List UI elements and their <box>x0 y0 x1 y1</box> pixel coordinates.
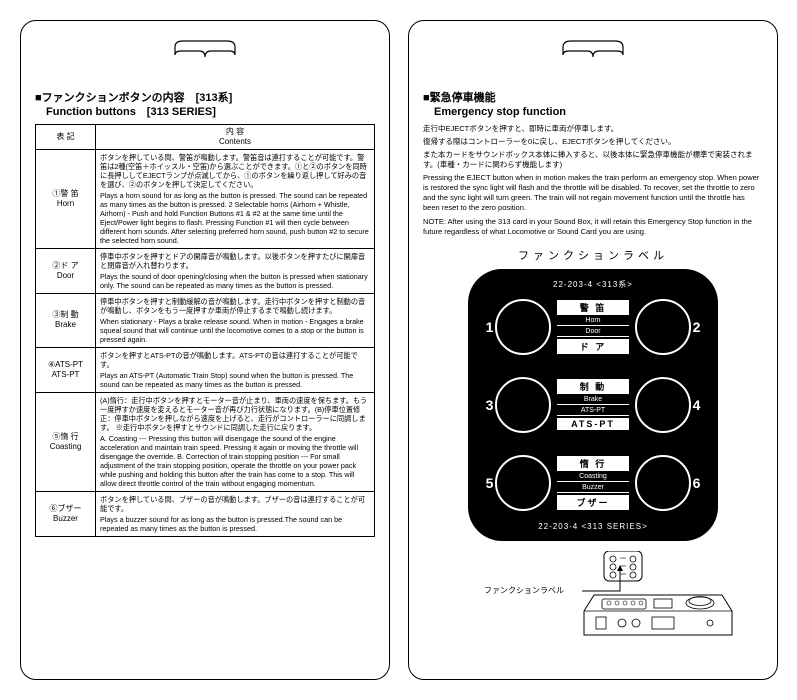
row-desc: ボタンを押すとATS-PTの音が鳴動します。ATS-PTの音は連打することが可能… <box>96 347 375 392</box>
label-sub: Coasting <box>557 473 629 482</box>
table-row: ②ド アDoor停車中ボタンを押すとドアの開扉音が鳴動します。以後ボタンを押すた… <box>36 248 375 293</box>
table-row: ④ATS-PTATS-PTボタンを押すとATS-PTの音が鳴動します。ATS-P… <box>36 347 375 392</box>
es-jp2: 復帰する際はコントローラーを0に戻し、EJECTボタンを押してください。 <box>423 137 763 147</box>
function-label-sticker: 22-203-4 <313系> 1 警 笛 Horn Door ド ア 2 3 制 動 Brak… <box>468 269 718 541</box>
row-label: ②ド アDoor <box>36 248 96 293</box>
row-label: ⑥ブザーBuzzer <box>36 491 96 536</box>
row-desc: 停車中ボタンを押すとドアの開扉音が鳴動します。以後ボタンを押すたびに開扉音と閉扉… <box>96 248 375 293</box>
row-desc: (A)惰行：走行中ボタンを押すとモーター音が止まり、車両の速度を保ちます。もう一… <box>96 392 375 491</box>
left-content: ■ファンクションボタンの内容 [313系] Function buttons [… <box>35 91 375 667</box>
es-title: ■緊急停車機能 Emergency stop function <box>423 91 763 120</box>
label-main: ド ア <box>557 339 629 354</box>
label-caption: ファンクションラベル <box>423 247 763 263</box>
label-top-text: 22-203-4 <313系> <box>468 279 718 290</box>
left-title: ■ファンクションボタンの内容 [313系] Function buttons [… <box>35 91 375 120</box>
row-desc: ボタンを押している間、ブザーの音が鳴動します。ブザーの音は連打することが可能です… <box>96 491 375 536</box>
label-main: ブザー <box>557 495 629 510</box>
left-title-jp: ■ファンクションボタンの内容 [313系] <box>35 91 375 105</box>
table-row: ③制 動Brake停車中ボタンを押すと制動緩解の音が鳴動します。走行中ボタンを押… <box>36 293 375 347</box>
row-label: ③制 動Brake <box>36 293 96 347</box>
controller-diagram: ファンクションラベル <box>423 551 763 641</box>
left-title-en: Function buttons [313 SERIES] <box>35 105 375 119</box>
th-content: 内 容 Contents <box>96 124 375 149</box>
th-label: 表 記 <box>36 124 96 149</box>
label-main: ATS-PT <box>557 418 629 430</box>
label-num-left: 3 <box>484 397 495 413</box>
controller-illustration <box>582 551 702 641</box>
es-text: 走行中EJECTボタンを押すと、即時に車両が停車します。 復帰する際はコントロー… <box>423 124 763 237</box>
row-label: ①警 笛Horn <box>36 149 96 248</box>
label-sub: Buzzer <box>557 484 629 493</box>
row-label: ⑤惰 行Coasting <box>36 392 96 491</box>
row-label: ④ATS-PTATS-PT <box>36 347 96 392</box>
label-num-right: 2 <box>691 319 702 335</box>
table-row: ①警 笛Hornボタンを押している間、警笛が鳴動します。警笛音は連打することが可… <box>36 149 375 248</box>
es-jp3: また本カードをサウンドボックス本体に挿入すると、以後本体に緊急停車機能が標準で実… <box>423 150 763 170</box>
label-mid: 惰 行 Coasting Buzzer ブザー <box>557 456 629 510</box>
label-sub: Door <box>557 328 629 337</box>
es-en1: Pressing the EJECT button when in motion… <box>423 173 763 214</box>
es-title-jp: ■緊急停車機能 <box>423 91 763 105</box>
label-row: 3 制 動 Brake ATS-PT ATS-PT 4 <box>484 377 702 433</box>
left-panel: ■ファンクションボタンの内容 [313系] Function buttons [… <box>20 20 390 680</box>
es-jp1: 走行中EJECTボタンを押すと、即時に車両が停車します。 <box>423 124 763 134</box>
hanger-hole-icon <box>155 33 255 67</box>
label-row: 1 警 笛 Horn Door ド ア 2 <box>484 299 702 355</box>
row-desc: 停車中ボタンを押すと制動緩解の音が鳴動します。走行中ボタンを押すと制動の音が鳴動… <box>96 293 375 347</box>
label-circle <box>495 299 551 355</box>
es-en2: NOTE: After using the 313 card in your S… <box>423 217 763 237</box>
label-num-left: 5 <box>484 475 495 491</box>
right-content: ■緊急停車機能 Emergency stop function 走行中EJECT… <box>423 91 763 667</box>
label-num-right: 6 <box>691 475 702 491</box>
label-sub: Horn <box>557 317 629 326</box>
label-sub: ATS-PT <box>557 407 629 416</box>
row-desc: ボタンを押している間、警笛が鳴動します。警笛音は連打することが可能です。警笛は2… <box>96 149 375 248</box>
label-main: 警 笛 <box>557 300 629 315</box>
hanger-hole-icon <box>543 33 643 67</box>
label-circle <box>495 455 551 511</box>
function-table: 表 記 内 容 Contents ①警 笛Hornボタンを押している間、警笛が鳴… <box>35 124 375 537</box>
label-circle <box>635 377 691 433</box>
label-num-left: 1 <box>484 319 495 335</box>
table-row: ⑥ブザーBuzzerボタンを押している間、ブザーの音が鳴動します。ブザーの音は連… <box>36 491 375 536</box>
label-num-right: 4 <box>691 397 702 413</box>
diag-caption: ファンクションラベル <box>484 551 564 596</box>
es-title-en: Emergency stop function <box>423 105 763 119</box>
label-circle <box>635 299 691 355</box>
label-mid: 警 笛 Horn Door ド ア <box>557 300 629 354</box>
label-row: 5 惰 行 Coasting Buzzer ブザー 6 <box>484 455 702 511</box>
table-row: ⑤惰 行Coasting(A)惰行：走行中ボタンを押すとモーター音が止まり、車両… <box>36 392 375 491</box>
label-sub: Brake <box>557 396 629 405</box>
label-main: 惰 行 <box>557 456 629 471</box>
label-circle <box>635 455 691 511</box>
right-panel: ■緊急停車機能 Emergency stop function 走行中EJECT… <box>408 20 778 680</box>
label-main: 制 動 <box>557 379 629 394</box>
label-bottom-text: 22-203-4 <313 SERIES> <box>468 522 718 531</box>
label-mid: 制 動 Brake ATS-PT ATS-PT <box>557 379 629 430</box>
label-circle <box>495 377 551 433</box>
